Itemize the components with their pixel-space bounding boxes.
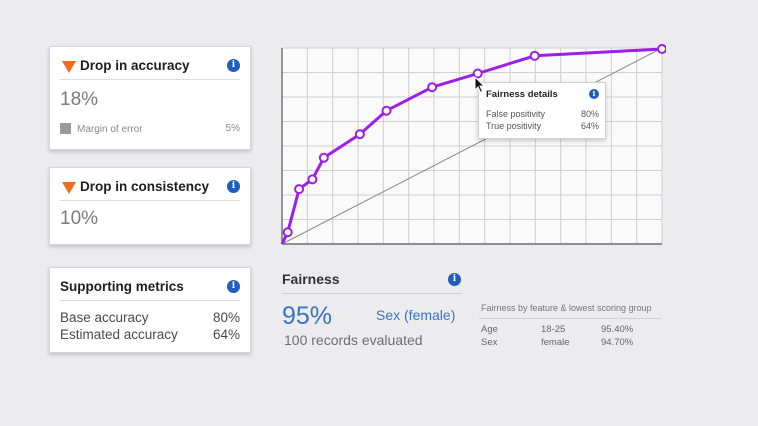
- value-cell: 95.40%: [601, 324, 634, 335]
- margin-of-error-row: Margin of error 5%: [60, 123, 240, 135]
- fairness-score: 95%: [282, 302, 333, 330]
- margin-label: Margin of error: [77, 124, 143, 135]
- metric-label: Estimated accuracy: [60, 327, 178, 342]
- data-point: [318, 152, 329, 163]
- feature-cell: Sex: [481, 337, 498, 348]
- data-point: [657, 44, 666, 54]
- highlighted-data-point: [472, 68, 483, 79]
- drop-in-consistency-card: Drop in consistency i 10%: [49, 167, 251, 245]
- group-cell: 18-25: [541, 324, 566, 335]
- data-point: [427, 82, 438, 93]
- info-icon[interactable]: i: [227, 280, 240, 293]
- tooltip-value: 64%: [580, 121, 599, 131]
- data-point: [381, 105, 392, 116]
- margin-value: 5%: [225, 123, 240, 134]
- reference-diagonal-line: [281, 47, 663, 245]
- tooltip-title: Fairness details: [486, 89, 558, 100]
- data-point: [354, 129, 365, 140]
- info-icon[interactable]: i: [227, 59, 240, 72]
- warning-triangle-icon: [62, 182, 76, 194]
- data-point: [307, 174, 318, 185]
- mouse-pointer-icon: [474, 76, 486, 94]
- fairness-group-link[interactable]: Sex (female): [376, 307, 456, 323]
- value-cell: 94.70%: [601, 337, 634, 348]
- tooltip-row-false-positivity: False positivity 80%: [486, 109, 599, 119]
- feature-cell: Age: [481, 324, 498, 335]
- metric-value: 64%: [212, 327, 240, 342]
- supporting-metrics-card: Supporting metrics i Base accuracy 80% E…: [49, 267, 251, 353]
- card-title: Supporting metrics: [60, 279, 184, 294]
- metric-label: Base accuracy: [60, 310, 149, 325]
- fairness-curve-chart: [280, 44, 666, 245]
- consistency-drop-value: 10%: [60, 208, 99, 229]
- table-row: Sex female 94.70%: [481, 337, 661, 349]
- estimated-accuracy-row: Estimated accuracy 64%: [60, 327, 240, 342]
- tooltip-value: 80%: [580, 109, 599, 119]
- card-title: Drop in consistency: [80, 179, 210, 194]
- divider: [282, 293, 462, 294]
- card-header: Drop in consistency i: [60, 178, 240, 201]
- fairness-title: Fairness: [282, 271, 340, 287]
- accuracy-drop-value: 18%: [60, 89, 99, 110]
- metric-value: 80%: [212, 310, 240, 325]
- card-title: Drop in accuracy: [80, 58, 190, 73]
- warning-triangle-icon: [62, 61, 76, 73]
- legend-swatch-icon: [60, 123, 71, 134]
- tooltip-label: False positivity: [486, 109, 546, 119]
- table-row: Age 18-25 95.40%: [481, 324, 661, 336]
- info-icon[interactable]: i: [448, 273, 461, 286]
- drop-in-accuracy-card: Drop in accuracy i 18% Margin of error 5…: [49, 46, 251, 150]
- data-point: [294, 184, 305, 195]
- fairness-details-tooltip: Fairness details i False positivity 80% …: [478, 82, 606, 139]
- tooltip-label: True positivity: [486, 121, 542, 131]
- group-cell: female: [541, 337, 570, 348]
- data-point: [282, 227, 293, 238]
- card-header: Supporting metrics i: [60, 278, 240, 301]
- info-icon[interactable]: i: [227, 180, 240, 193]
- records-evaluated: 100 records evaluated: [284, 332, 423, 348]
- data-point: [529, 50, 540, 61]
- tooltip-row-true-positivity: True positivity 64%: [486, 121, 599, 131]
- info-icon[interactable]: i: [589, 89, 599, 99]
- card-header: Drop in accuracy i: [60, 57, 240, 80]
- fairness-table-title: Fairness by feature & lowest scoring gro…: [481, 303, 652, 313]
- base-accuracy-row: Base accuracy 80%: [60, 310, 240, 325]
- divider: [479, 318, 661, 319]
